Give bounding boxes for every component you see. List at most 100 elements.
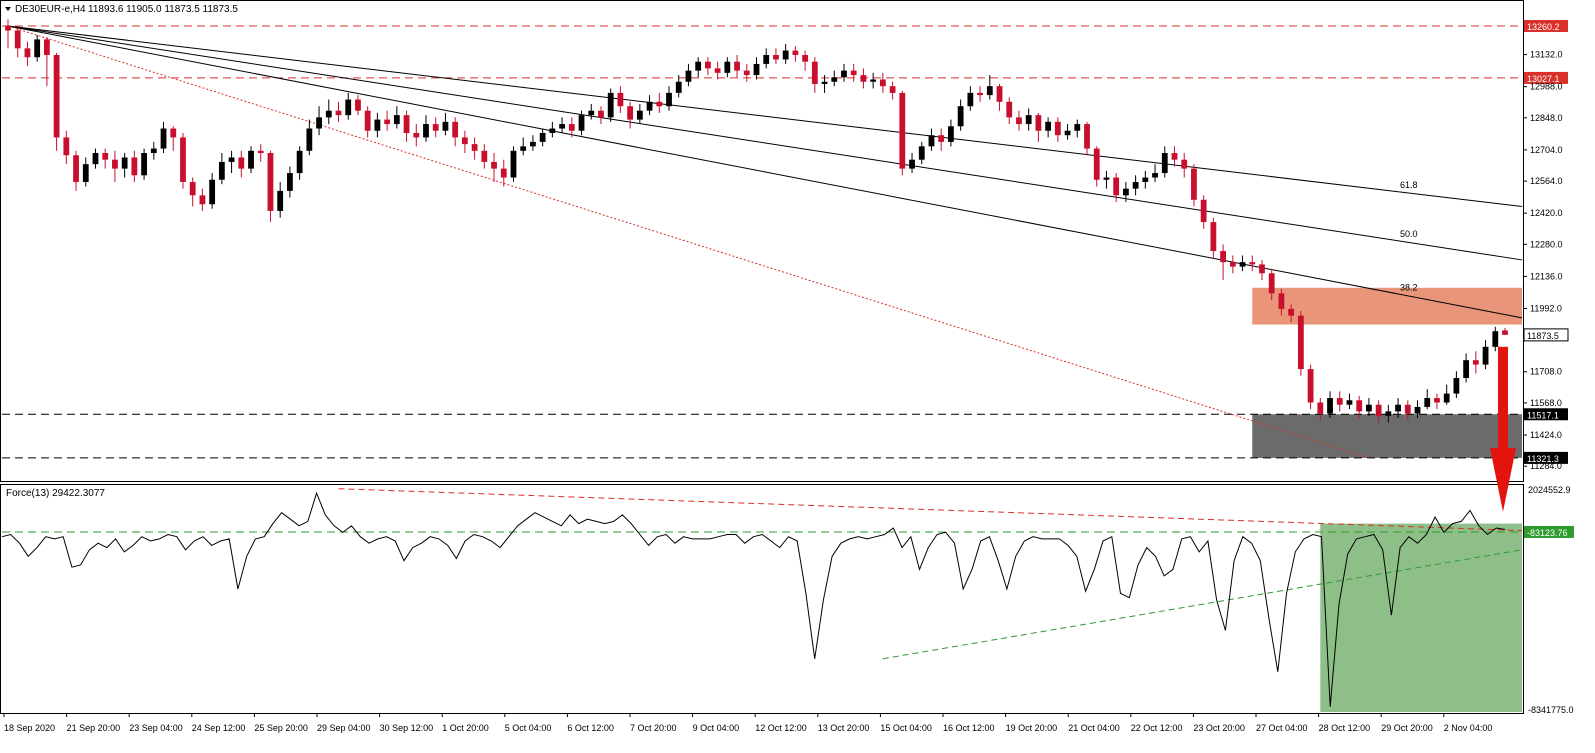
candle-body xyxy=(1084,124,1090,149)
candle-body xyxy=(481,150,488,162)
candle-body xyxy=(704,61,711,69)
candle-body xyxy=(1054,121,1061,136)
candle-body xyxy=(82,164,89,182)
candle-body xyxy=(355,99,361,111)
candle-body xyxy=(384,119,391,125)
force-zone xyxy=(1320,523,1522,712)
candle-body xyxy=(870,79,877,82)
candle-body xyxy=(928,135,935,147)
candle-body xyxy=(238,157,245,169)
candle-body xyxy=(1453,377,1460,394)
time-tick-label: 23 Sep 04:00 xyxy=(129,723,183,733)
force-level-label: -83123.76 xyxy=(1527,528,1568,538)
candle-body xyxy=(957,106,964,127)
down-arrow-icon xyxy=(1490,447,1516,512)
candle-body xyxy=(491,161,497,169)
candle-body xyxy=(14,30,21,49)
force-indicator-title: Force(13) 29422.3077 xyxy=(6,488,105,499)
candle-body xyxy=(102,153,109,160)
candle-body xyxy=(1035,115,1042,131)
candle-body xyxy=(121,157,128,169)
candle-body xyxy=(1395,404,1401,412)
candle-body xyxy=(1482,346,1489,365)
time-tick-label: 29 Oct 20:00 xyxy=(1381,723,1433,733)
candle-body xyxy=(724,61,731,73)
fib-fan-line-61.8 xyxy=(7,25,1523,207)
fib-level-label: 61.8 xyxy=(1400,180,1418,190)
candle-body xyxy=(287,173,293,191)
candle-body xyxy=(1336,398,1343,405)
price-level-label: 11517.1 xyxy=(1527,410,1559,420)
force-index-line xyxy=(1,491,1506,707)
candle-body xyxy=(627,106,634,120)
time-tick-label: 21 Sep 20:00 xyxy=(67,723,121,733)
symbol-label: DE30EUR-e,H4 xyxy=(15,4,86,15)
candle-body xyxy=(150,148,157,154)
candle-body xyxy=(131,157,138,176)
candle-body xyxy=(578,115,585,131)
candle-body xyxy=(1404,404,1411,414)
candle-body xyxy=(763,55,770,64)
price-level-label: 13260.2 xyxy=(1527,22,1560,32)
candle-body xyxy=(209,179,216,205)
candle-body xyxy=(43,39,50,56)
price-level-tag xyxy=(1524,71,1568,84)
force-tick-label: -8341775.0 xyxy=(1528,705,1574,715)
candle-body xyxy=(257,150,264,154)
candle-body xyxy=(821,81,828,84)
candle-body xyxy=(695,61,702,71)
candle-body xyxy=(1492,331,1499,347)
candle-body xyxy=(1161,153,1168,174)
candle-body xyxy=(539,132,546,142)
price-tick-label: 13132.0 xyxy=(1530,50,1563,60)
price-tick-label: 12420.0 xyxy=(1530,208,1563,218)
candle-body xyxy=(1025,115,1032,125)
candle-body xyxy=(1463,360,1470,378)
candle-body xyxy=(802,55,809,62)
candle-body xyxy=(413,132,420,138)
ohlc-readout: 11893.6 11905.0 11873.5 11873.5 xyxy=(88,4,238,15)
zones-layer xyxy=(1252,287,1522,458)
candle-body xyxy=(714,68,721,73)
candle-body xyxy=(170,128,177,138)
candle-body xyxy=(160,128,167,149)
candle-body xyxy=(636,110,643,120)
price-tick-label: 12848.0 xyxy=(1530,113,1563,123)
candle-body xyxy=(1375,404,1382,416)
candle-body xyxy=(500,168,507,178)
candle-body xyxy=(1443,393,1450,403)
price-tick-label: 11284.0 xyxy=(1530,461,1562,471)
force-support-trendline xyxy=(882,549,1523,660)
candle-body xyxy=(510,150,517,178)
candle-body xyxy=(1268,273,1275,294)
candle-body xyxy=(1016,117,1022,125)
candle-body xyxy=(461,137,468,145)
candle-body xyxy=(1239,262,1246,267)
support-zone xyxy=(1252,414,1522,458)
candle-body xyxy=(1113,177,1120,196)
collapse-triangle-icon[interactable] xyxy=(5,7,11,11)
time-tick-label: 18 Sep 2020 xyxy=(4,723,55,733)
candle-body xyxy=(1414,406,1421,414)
candle-body xyxy=(1317,402,1324,414)
fib-level-label: 38.2 xyxy=(1400,282,1418,292)
candle-body xyxy=(879,79,886,87)
time-tick-label: 27 Oct 04:00 xyxy=(1256,723,1308,733)
price-tick-label: 12136.0 xyxy=(1530,271,1563,281)
fib-level-label: 50.0 xyxy=(1400,229,1418,239)
force-resistance-trendline xyxy=(338,488,1523,532)
candle-body xyxy=(530,141,536,147)
candle-body xyxy=(1472,360,1479,365)
candle-body xyxy=(588,110,595,116)
price-tick-label: 11424.0 xyxy=(1530,430,1562,440)
candle-body xyxy=(1210,222,1217,252)
candle-body xyxy=(734,61,740,71)
candle-body xyxy=(1502,330,1508,335)
candle-body xyxy=(977,92,983,96)
time-tick-label: 19 Oct 20:00 xyxy=(1006,723,1058,733)
candle-body xyxy=(617,92,624,107)
candle-body xyxy=(1142,177,1149,182)
price-level-tag xyxy=(1523,328,1569,342)
time-tick-label: 23 Oct 20:00 xyxy=(1193,723,1245,733)
